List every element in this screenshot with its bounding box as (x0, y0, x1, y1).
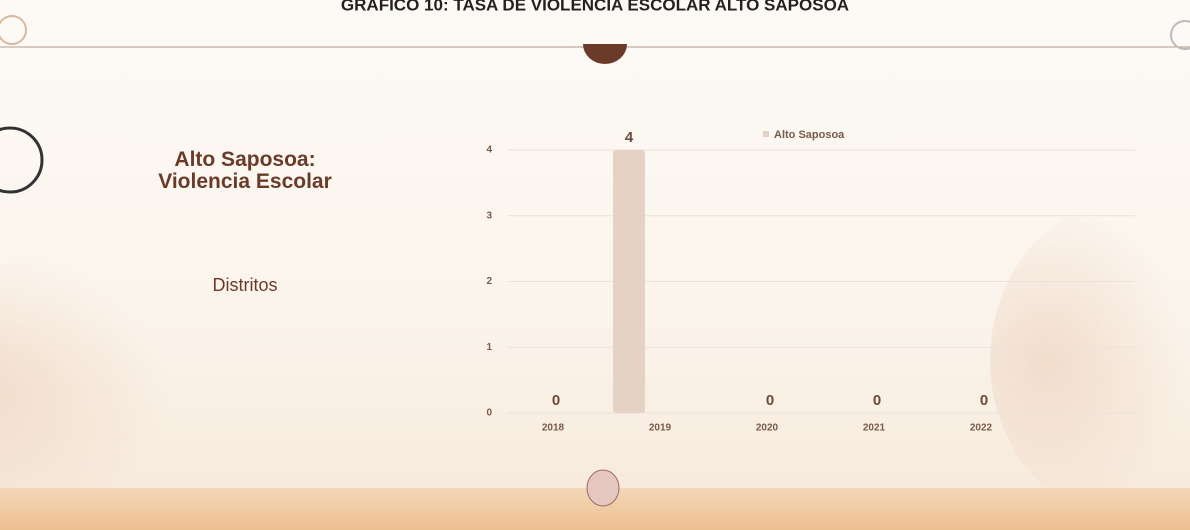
background-decoration (990, 200, 1190, 520)
x-tick-label: 2018 (542, 423, 565, 434)
x-tick-label: 2020 (756, 423, 779, 434)
data-label: 0 (980, 392, 988, 409)
data-label: 4 (625, 129, 634, 146)
seal (0, 126, 44, 194)
x-tick-label: 2019 (649, 423, 672, 434)
legend-swatch (763, 131, 769, 137)
y-tick-label: 1 (486, 342, 492, 353)
data-label: 0 (766, 392, 774, 409)
page-title: GRAFICO 10: TASA DE VIOLENCIA ESCOLAR AL… (341, 0, 849, 14)
header-ornament (583, 44, 627, 64)
background-decoration (0, 250, 290, 530)
panel-subheading: Distritos (212, 275, 277, 295)
data-label: 0 (873, 392, 881, 409)
y-tick-label: 4 (486, 145, 492, 156)
footer-emblem (586, 469, 620, 507)
y-tick-label: 3 (486, 210, 492, 221)
x-tick-label: 2021 (863, 423, 886, 434)
panel-heading: Alto Saposoa: Violencia Escolar (158, 148, 332, 193)
legend-label: Alto Saposoa (774, 129, 845, 141)
corner-ornament (1170, 20, 1190, 50)
y-tick-label: 2 (486, 276, 492, 287)
data-label: 0 (552, 392, 560, 409)
x-tick-label: 2022 (970, 423, 993, 434)
corner-ornament (0, 15, 27, 45)
y-tick-label: 0 (486, 408, 492, 419)
bar (613, 150, 645, 413)
